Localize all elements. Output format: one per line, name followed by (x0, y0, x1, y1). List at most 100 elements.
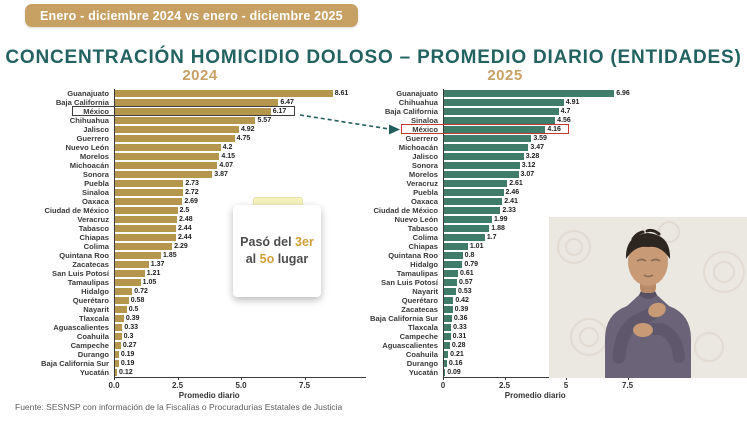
x-axis-title: Promedio diario (178, 391, 240, 400)
bar-row: Baja California 4.7 (352, 107, 630, 116)
state-label: Sinaloa (81, 188, 109, 197)
bar (114, 198, 183, 205)
bar-row: Yucatán 0.12 (8, 368, 348, 377)
bar (114, 288, 133, 295)
state-label: Baja California Sur (370, 314, 438, 323)
bar (443, 369, 446, 376)
state-label: Quintana Roo (388, 251, 438, 260)
bar-row: Guanajuato 8.61 (8, 89, 348, 98)
bar-row: Chiapas 1.01 (352, 242, 630, 251)
value-label: 0.79 (464, 261, 479, 268)
bar (443, 333, 451, 340)
interpreter-person (605, 228, 691, 378)
state-label: San Luis Potosí (381, 278, 438, 287)
state-label: Colima (412, 233, 438, 242)
state-label: Querétaro (72, 296, 109, 305)
state-label: Sonora (82, 170, 109, 179)
x-tick-label: 5 (563, 381, 569, 390)
value-label: 2.41 (504, 198, 518, 205)
bar-row: Veracruz 2.48 (8, 215, 348, 224)
bar-row: Oaxaca 2.69 (8, 197, 348, 206)
state-label: Quintana Roo (59, 251, 109, 260)
value-label: 4.91 (565, 99, 580, 106)
x-tick-mark (443, 377, 444, 380)
x-tick-mark (304, 377, 306, 380)
bar-row: Coahuila 0.3 (8, 332, 348, 341)
state-label: Tamaulipas (67, 278, 109, 287)
x-tick-mark (177, 377, 179, 380)
y-axis-line (114, 89, 115, 378)
value-label: 1.21 (146, 270, 161, 277)
value-label: 0.3 (123, 333, 134, 340)
value-label: 0.31 (452, 333, 467, 340)
value-label: 0.12 (119, 369, 133, 376)
bar (114, 252, 161, 259)
bar-row: Guanajuato 6.96 (352, 89, 630, 98)
value-label: 0.28 (451, 342, 466, 349)
bar-row: Aguascalientes 0.33 (8, 323, 348, 332)
x-tick-label: 2.5 (498, 381, 511, 390)
x-tick-mark (504, 377, 506, 380)
bar (443, 180, 508, 187)
bar (443, 108, 559, 115)
bar-row: Baja California Sur 0.19 (8, 359, 348, 368)
value-label: 0.39 (454, 306, 469, 313)
bar-row: Tamaulipas 1.05 (8, 278, 348, 287)
value-label: 0.33 (124, 324, 138, 331)
state-label: Tabasco (407, 224, 438, 233)
bar-row: Guerrero 3.59 (352, 134, 630, 143)
value-label: 1.37 (150, 261, 165, 268)
bar (114, 315, 124, 322)
bar-row: Sonora 3.12 (352, 161, 630, 170)
state-label: Sinaloa (410, 116, 438, 125)
value-label: 2.5 (179, 207, 190, 214)
value-label: 0.57 (459, 279, 473, 286)
state-label: Tamaulipas (396, 269, 438, 278)
bar (114, 162, 218, 169)
state-label: Oaxaca (81, 197, 109, 206)
bar (443, 360, 447, 367)
bar-row: Sinaloa 4.56 (352, 116, 630, 125)
bar-row: Jalisco 4.92 (8, 125, 348, 134)
bar (114, 171, 213, 178)
bar-row: Tamaulipas 0.61 (352, 269, 630, 278)
x-tick-label: 5.0 (235, 381, 247, 390)
x-axis-title: Promedio diario (504, 391, 566, 400)
value-label: 0.09 (447, 369, 461, 376)
bar (443, 243, 468, 250)
value-label: 3.87 (214, 171, 228, 178)
value-label: 4.07 (219, 162, 233, 169)
bar-row: Aguascalientes 0.28 (352, 341, 630, 350)
state-label: Ciudad de México (44, 206, 109, 215)
bar-row: Michoacán 4.07 (8, 161, 348, 170)
value-label: 1.7 (486, 234, 497, 241)
state-label: Aguascalientes (53, 323, 109, 332)
bar-row: Nuevo León 4.2 (8, 143, 348, 152)
y-axis-line (443, 89, 444, 378)
state-label: Chihuahua (69, 116, 109, 125)
state-label: San Luis Potosí (52, 269, 109, 278)
page-title: CONCENTRACIÓN HOMICIDIO DOLOSO – PROMEDI… (5, 46, 742, 68)
bar (443, 252, 463, 259)
bar-row: Sinaloa 2.72 (8, 188, 348, 197)
bar-row: Yucatán 0.09 (352, 368, 630, 377)
bar-row: Durango 0.19 (8, 350, 348, 359)
bar-row: Zacatecas 0.39 (352, 305, 630, 314)
bar (114, 261, 149, 268)
state-label: Puebla (413, 188, 438, 197)
value-label: 0.36 (453, 315, 468, 322)
value-label: 2.48 (178, 216, 193, 223)
state-label: Guerrero (405, 134, 439, 143)
note-line-1: Pasó del 3er (240, 235, 314, 249)
state-label: Puebla (84, 179, 109, 188)
state-label: Guanajuato (67, 89, 109, 98)
bar (114, 180, 184, 187)
bar (114, 306, 127, 313)
state-label: Chihuahua (398, 98, 438, 107)
value-label: 4.75 (236, 135, 251, 142)
bar (114, 216, 177, 223)
value-label: 3.07 (520, 171, 535, 178)
state-label: Zacatecas (401, 305, 438, 314)
bar (443, 279, 458, 286)
bar-row: México 6.17 (8, 107, 348, 116)
